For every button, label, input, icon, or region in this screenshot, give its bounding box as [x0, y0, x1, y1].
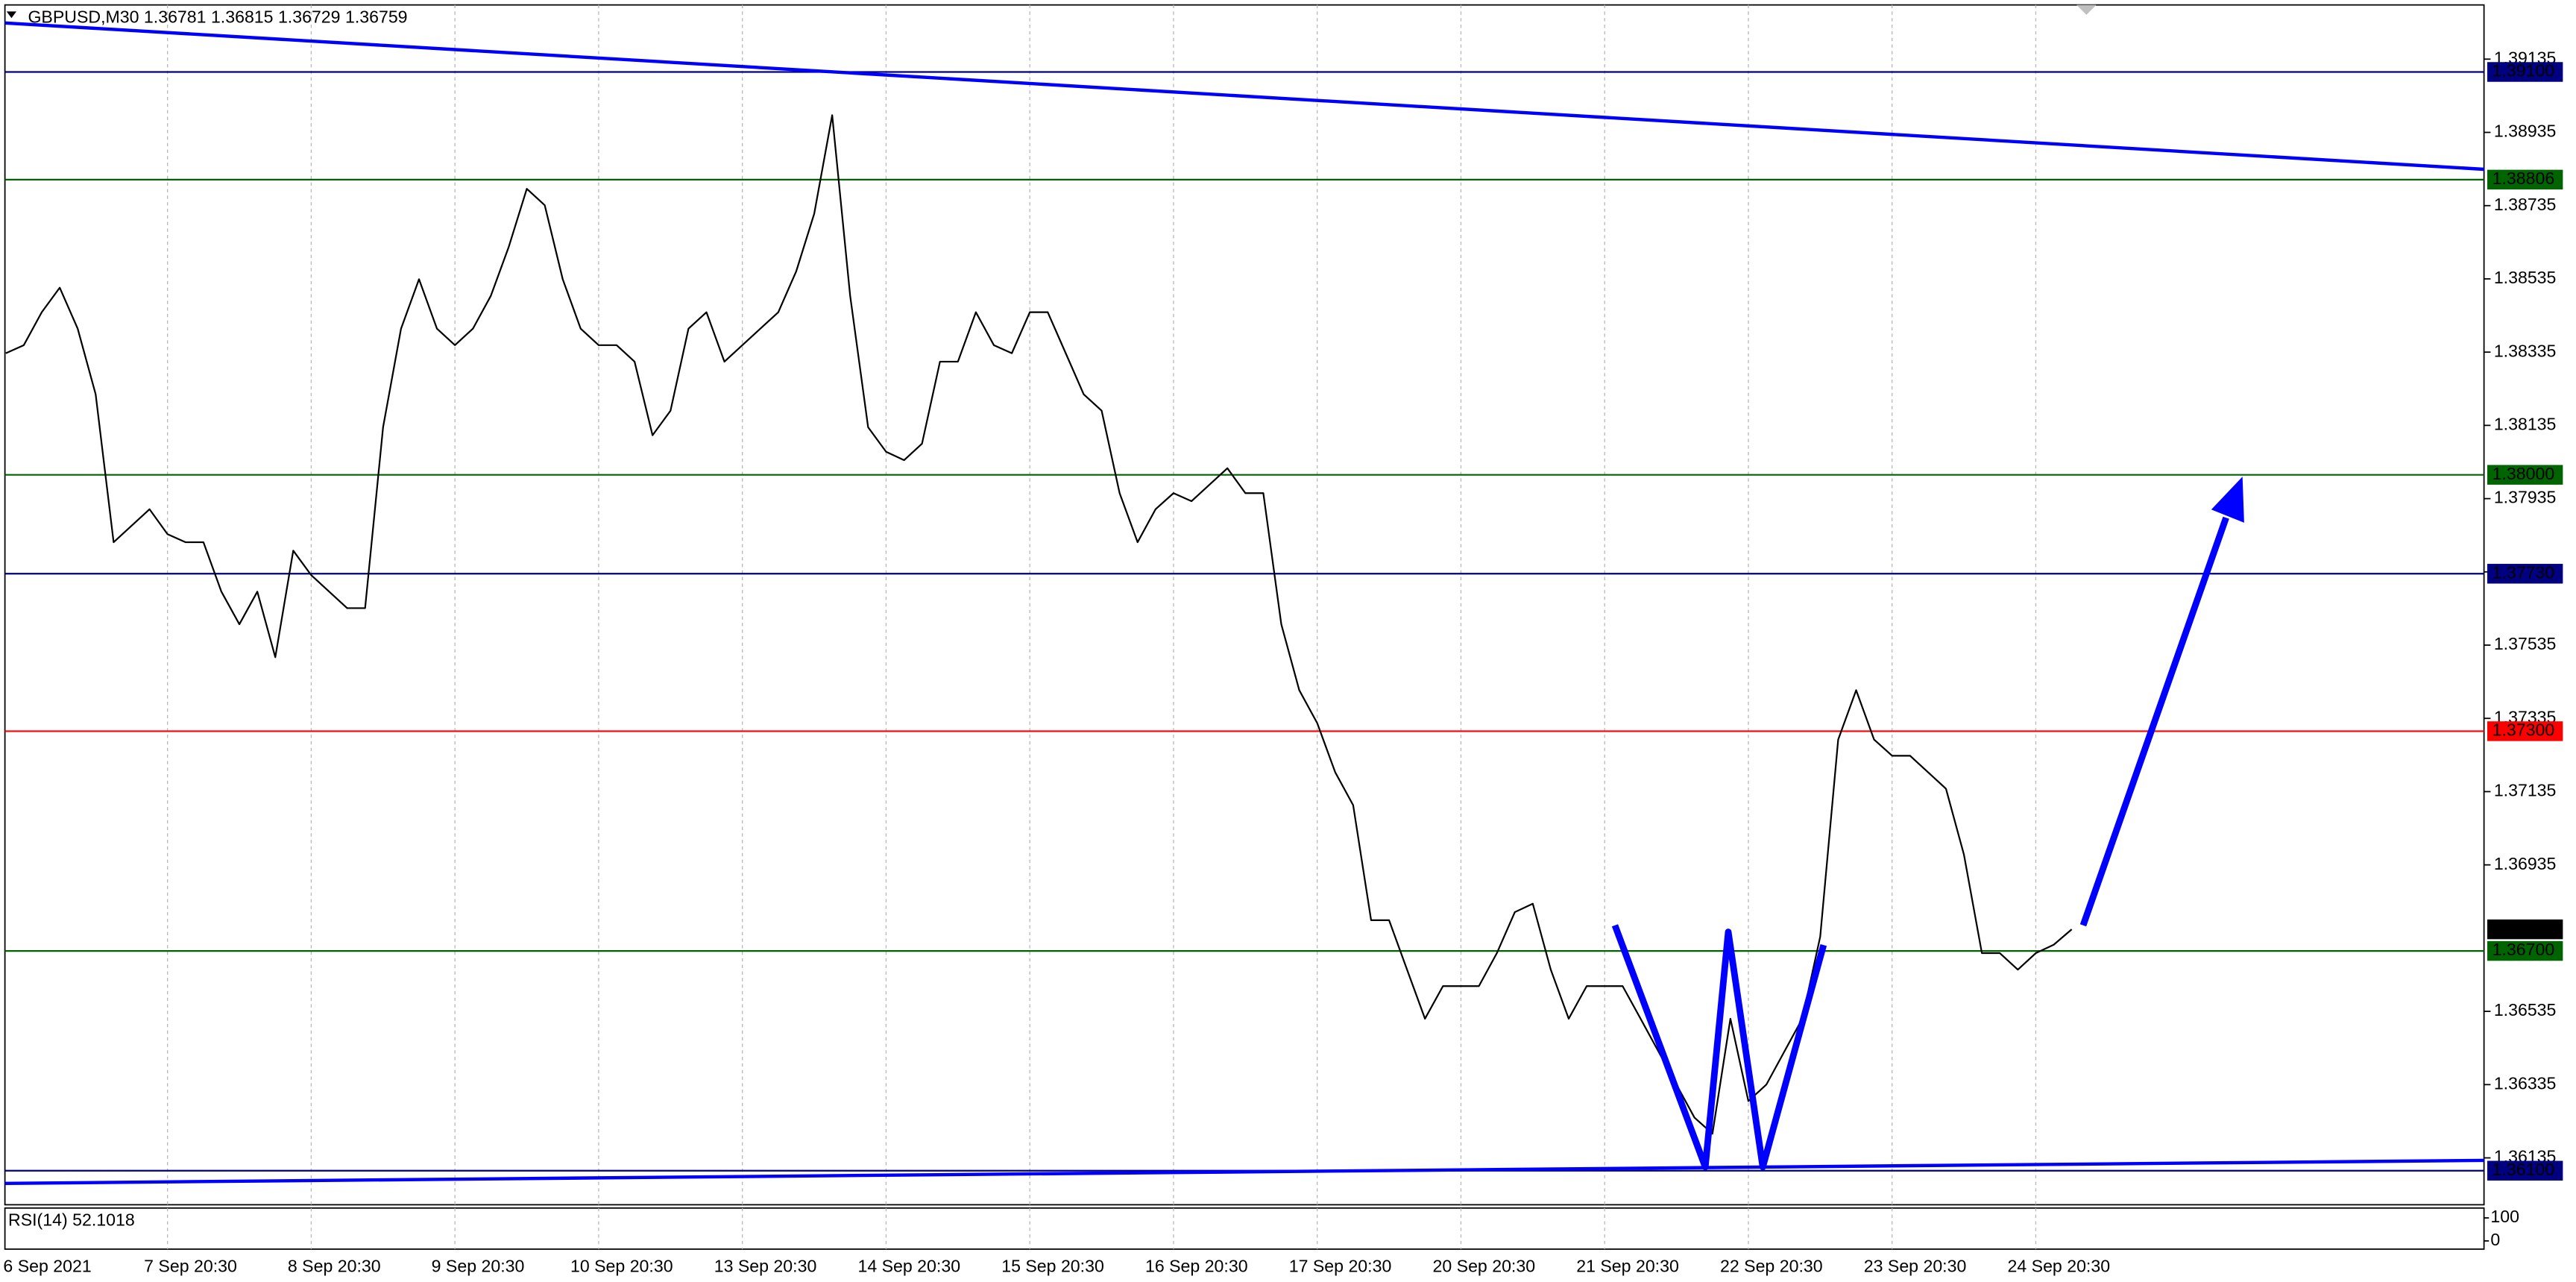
level-label: 1.39100	[2492, 61, 2555, 81]
x-tick-label: 8 Sep 20:30	[288, 1256, 381, 1275]
level-label: 1.37300	[2492, 720, 2555, 740]
y-tick-label: 1.37135	[2494, 781, 2557, 800]
level-label-box	[2487, 940, 2563, 961]
price-line	[5, 114, 2073, 1135]
level-label: 1.38806	[2492, 169, 2555, 188]
x-tick-label: 6 Sep 2021	[3, 1256, 91, 1275]
arrow-shaft	[2079, 516, 2229, 927]
y-tick-label: 1.38135	[2494, 414, 2557, 433]
x-tick-label: 23 Sep 20:30	[1864, 1256, 1967, 1275]
main-panel	[4, 4, 2485, 1206]
indicator-panel	[4, 1207, 2485, 1250]
shift-marker	[2076, 4, 2097, 15]
level-label: 1.36100	[2492, 1160, 2555, 1179]
last-price-box	[2487, 919, 2563, 940]
x-tick-label: 24 Sep 20:30	[2008, 1256, 2111, 1275]
y-tick-label: 1.36335	[2494, 1073, 2557, 1093]
menu-icon	[6, 11, 17, 19]
x-tick-label: 17 Sep 20:30	[1289, 1256, 1392, 1275]
x-tick-label: 10 Sep 20:30	[570, 1256, 673, 1275]
x-tick-label: 9 Sep 20:30	[432, 1256, 525, 1275]
x-tick-label: 22 Sep 20:30	[1720, 1256, 1823, 1275]
y-tick-label: 1.37535	[2494, 634, 2557, 653]
level-label-box	[2487, 465, 2563, 485]
level-label-box	[2487, 564, 2563, 584]
y-tick-label: 1.36535	[2494, 1000, 2557, 1019]
level-label-box	[2487, 1160, 2563, 1181]
y-tick-label: 1.36935	[2494, 854, 2557, 873]
x-tick-label: 13 Sep 20:30	[714, 1256, 817, 1275]
axes: 6 Sep 2021 7 Sep 20:30 8 Sep 20:30 9 Sep 20…	[3, 48, 2563, 1275]
x-tick-label: 15 Sep 20:30	[1001, 1256, 1104, 1275]
level-label: 1.38000	[2492, 464, 2555, 483]
y-tick-label: 1.37935	[2494, 488, 2557, 507]
x-tick-label: 20 Sep 20:30	[1433, 1256, 1536, 1275]
arrow-head	[2211, 477, 2244, 523]
indicator-tick-label: 0	[2490, 1230, 2500, 1249]
pattern-drawing	[1611, 924, 1827, 1171]
indicator-label: RSI(14) 52.1018	[8, 1210, 135, 1230]
indicator-tick-label: 100	[2490, 1207, 2519, 1226]
chart-title: GBPUSD,M30 1.36781 1.36815 1.36729 1.367…	[28, 7, 407, 26]
level-label-box	[2487, 721, 2563, 741]
y-tick-label: 1.38535	[2494, 268, 2557, 287]
level-label: 1.36700	[2492, 940, 2555, 959]
x-tick-label: 14 Sep 20:30	[857, 1256, 960, 1275]
x-tick-label: 21 Sep 20:30	[1576, 1256, 1679, 1275]
level-label-box	[2487, 169, 2563, 190]
level-label: 1.37730	[2492, 562, 2555, 582]
y-tick-label: 1.38335	[2494, 341, 2557, 360]
levels	[4, 71, 2484, 1172]
series	[5, 114, 2073, 1135]
last-price-label: 1.36759	[2492, 918, 2555, 937]
x-tick-label: 16 Sep 20:30	[1145, 1256, 1248, 1275]
y-tick-label: 1.38935	[2494, 122, 2557, 141]
drawings	[4, 21, 2484, 1185]
x-tick-label: 7 Sep 20:30	[144, 1256, 237, 1275]
level-label-box	[2487, 62, 2563, 82]
trendline	[4, 1158, 2484, 1185]
trendline	[4, 21, 2484, 172]
y-tick-label: 1.38735	[2494, 195, 2557, 214]
